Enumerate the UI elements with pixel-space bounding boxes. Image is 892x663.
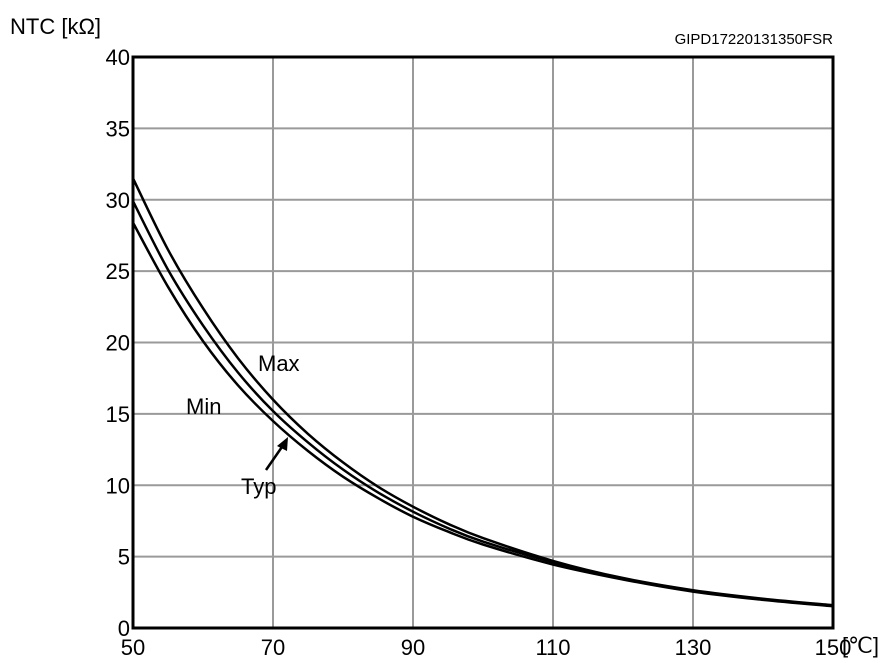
y-tick-label: 10 [106,473,130,498]
curve-label-max: Max [258,351,300,376]
y-tick-label: 20 [106,331,130,356]
plot-frame [131,55,835,630]
curve-series [131,177,834,608]
curve-label-typ: Typ [241,474,276,499]
x-tick-label: 90 [401,635,425,660]
x-tick-label: 50 [121,635,145,660]
document-code: GIPD17220131350FSR [675,31,834,48]
x-axis-unit: [℃] [842,633,879,658]
typ-pointer-arrow [264,437,288,471]
x-tick-labels: 50 70 90 110 130 150 [121,635,852,660]
y-tick-label: 40 [106,45,130,70]
curve-label-min: Min [186,394,221,419]
y-tick-labels: 0 5 10 15 20 25 30 35 40 [106,45,130,641]
curve-min [131,222,834,608]
y-tick-label: 15 [106,402,130,427]
x-tick-label: 110 [535,635,570,660]
y-tick-label: 35 [106,116,130,141]
y-tick-label: 0 [118,616,130,641]
x-tick-label: 130 [675,635,712,660]
y-tick-label: 25 [106,259,130,284]
y-tick-label: 5 [118,545,130,570]
x-tick-label: 150 [815,635,852,660]
y-axis-label: NTC [kΩ] [10,14,101,39]
y-tick-label: 30 [106,188,130,213]
x-tick-label: 70 [261,635,285,660]
